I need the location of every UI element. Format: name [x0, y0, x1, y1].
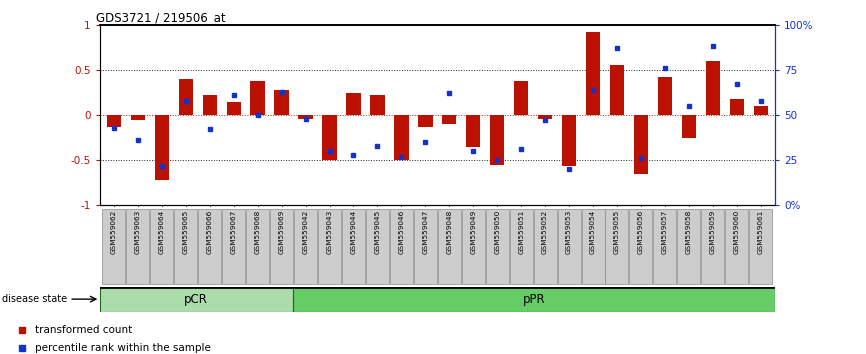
Text: transformed count: transformed count: [35, 325, 132, 335]
Bar: [701, 209, 724, 284]
Text: GSM559049: GSM559049: [470, 210, 476, 255]
Bar: [753, 106, 768, 115]
Text: GSM559042: GSM559042: [302, 210, 308, 255]
Bar: [390, 209, 413, 284]
Bar: [366, 209, 389, 284]
Text: GSM559069: GSM559069: [279, 210, 285, 255]
Bar: [749, 209, 772, 284]
Text: GSM559067: GSM559067: [230, 210, 236, 255]
Bar: [322, 115, 337, 160]
Bar: [246, 209, 269, 284]
Bar: [514, 81, 528, 115]
Text: GDS3721 / 219506_at: GDS3721 / 219506_at: [96, 11, 226, 24]
Bar: [294, 209, 317, 284]
Bar: [346, 93, 360, 115]
Bar: [371, 95, 385, 115]
Bar: [657, 77, 672, 115]
Bar: [131, 115, 145, 120]
Bar: [107, 115, 121, 127]
Bar: [582, 209, 604, 284]
Text: pCR: pCR: [184, 293, 208, 306]
Text: GSM559045: GSM559045: [374, 210, 380, 255]
Text: GSM559058: GSM559058: [686, 210, 692, 255]
Text: GSM559066: GSM559066: [207, 210, 213, 255]
Bar: [725, 209, 748, 284]
Text: disease state: disease state: [2, 294, 67, 304]
Bar: [126, 209, 150, 284]
Bar: [198, 209, 222, 284]
Text: GSM559043: GSM559043: [326, 210, 333, 255]
Bar: [490, 115, 504, 165]
Bar: [203, 95, 217, 115]
Bar: [318, 209, 341, 284]
Bar: [155, 115, 169, 180]
Bar: [414, 209, 436, 284]
Bar: [270, 209, 293, 284]
Text: GSM559055: GSM559055: [614, 210, 620, 255]
Bar: [538, 115, 553, 119]
Bar: [227, 102, 241, 115]
Bar: [585, 32, 600, 115]
Bar: [250, 81, 265, 115]
Text: GSM559062: GSM559062: [111, 210, 117, 255]
Bar: [558, 209, 580, 284]
Text: GSM559063: GSM559063: [135, 210, 141, 255]
Text: GSM559053: GSM559053: [566, 210, 572, 255]
Bar: [438, 209, 461, 284]
Bar: [677, 209, 701, 284]
Text: GSM559046: GSM559046: [398, 210, 404, 255]
Text: GSM559059: GSM559059: [710, 210, 716, 255]
Bar: [605, 209, 629, 284]
Text: GSM559054: GSM559054: [590, 210, 596, 255]
Bar: [275, 90, 289, 115]
Bar: [151, 209, 173, 284]
Bar: [706, 61, 720, 115]
Bar: [486, 209, 508, 284]
Bar: [634, 115, 648, 174]
Text: GSM559061: GSM559061: [758, 210, 764, 255]
Text: pPR: pPR: [522, 293, 545, 306]
Bar: [100, 287, 293, 312]
Text: GSM559064: GSM559064: [158, 210, 165, 255]
Bar: [443, 115, 456, 124]
Bar: [462, 209, 485, 284]
Text: GSM559068: GSM559068: [255, 210, 261, 255]
Bar: [223, 209, 245, 284]
Text: GSM559044: GSM559044: [351, 210, 357, 255]
Text: GSM559060: GSM559060: [734, 210, 740, 255]
Text: GSM559048: GSM559048: [446, 210, 452, 255]
Bar: [299, 115, 313, 119]
Text: GSM559065: GSM559065: [183, 210, 189, 255]
Text: GSM559057: GSM559057: [662, 210, 668, 255]
Bar: [510, 209, 533, 284]
Text: GSM559052: GSM559052: [542, 210, 548, 255]
Bar: [394, 115, 409, 160]
Text: GSM559051: GSM559051: [518, 210, 524, 255]
Bar: [466, 115, 481, 147]
Text: GSM559056: GSM559056: [638, 210, 644, 255]
Bar: [178, 79, 193, 115]
Bar: [653, 209, 676, 284]
Bar: [174, 209, 197, 284]
Bar: [562, 115, 576, 166]
Bar: [630, 209, 652, 284]
Bar: [682, 115, 696, 138]
Bar: [418, 115, 432, 127]
Bar: [610, 65, 624, 115]
Bar: [729, 99, 744, 115]
Bar: [102, 209, 126, 284]
Bar: [533, 209, 557, 284]
Text: percentile rank within the sample: percentile rank within the sample: [35, 343, 210, 353]
Bar: [293, 287, 775, 312]
Text: GSM559047: GSM559047: [423, 210, 429, 255]
Text: GSM559050: GSM559050: [494, 210, 501, 255]
Bar: [342, 209, 365, 284]
